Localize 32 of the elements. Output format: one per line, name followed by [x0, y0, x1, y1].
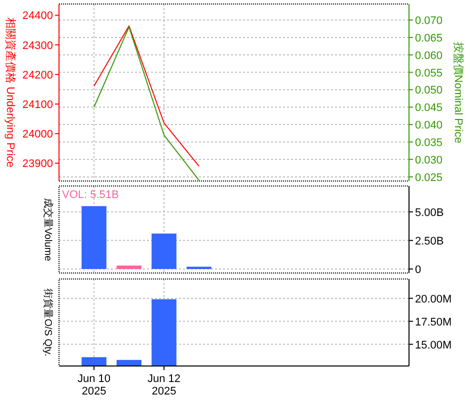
bar — [116, 266, 142, 269]
y-tick-label: 17.50M — [415, 316, 452, 328]
y-tick-label: 5.00B — [415, 206, 444, 219]
y-tick-label: 24100 — [22, 99, 53, 112]
y-tick-label: 20.00M — [415, 293, 452, 306]
y-tick-label: 0 — [415, 264, 422, 276]
y-tick-label: 24400 — [22, 10, 53, 22]
y-axis-title: 成交量Volume — [42, 198, 54, 262]
y-tick-label: 24300 — [22, 40, 53, 52]
bar — [152, 234, 176, 269]
y2-tick-label: 0.045 — [415, 102, 443, 114]
y2-tick-label: 0.055 — [415, 67, 443, 80]
y-tick-label: 2.50B — [415, 235, 444, 248]
y2-tick-label: 0.025 — [415, 172, 443, 184]
annotation: VOL: 5.51B — [62, 189, 119, 201]
x-tick-label: Jun 12 2025 — [147, 373, 181, 398]
y-tick-label: 23900 — [22, 158, 53, 170]
y2-tick-label: 0.030 — [415, 154, 443, 166]
y-tick-label: 15.00M — [415, 339, 452, 352]
y-axis-title: 相關資產價格 Underlying Price — [4, 18, 17, 168]
y-tick-label: 24000 — [22, 128, 53, 141]
y2-tick-label: 0.065 — [415, 32, 443, 44]
y2-tick-label: 0.060 — [415, 50, 443, 62]
bar — [82, 206, 106, 269]
x-tick-label: Jun 10 2025 — [77, 373, 111, 398]
y-axis-title: 街貨量O/S Qty. — [42, 288, 54, 356]
y-tick-label: 24200 — [22, 69, 53, 82]
y2-tick-label: 0.035 — [415, 136, 443, 149]
y2-axis-title: 按盤價Nominal Price — [452, 42, 465, 144]
y2-tick-label: 0.040 — [415, 120, 443, 132]
y2-tick-label: 0.070 — [415, 15, 443, 28]
y2-tick-label: 0.050 — [415, 84, 443, 97]
